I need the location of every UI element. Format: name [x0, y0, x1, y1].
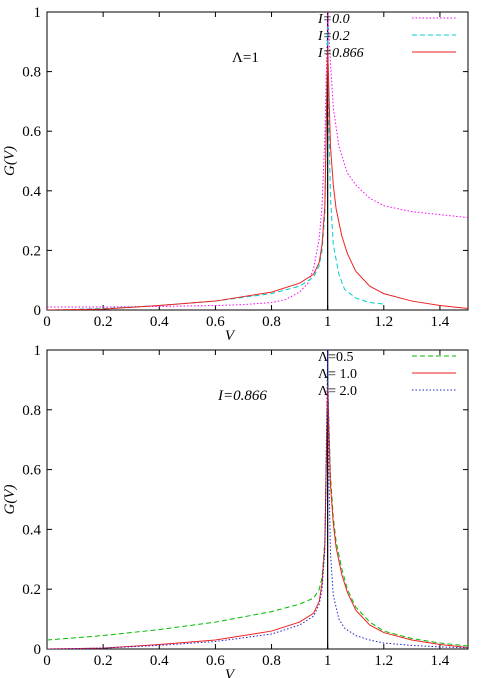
legend-label: I=0.2: [317, 29, 350, 44]
chart-panel-1: 0 0.2 0.4 0.6 0.8 1 1.2 1.4 0 0.2 0.4 0.6 0.8 1 V G(V) I…: [2, 5, 469, 344]
x-tick-label: 0.4: [150, 653, 169, 669]
x-tick-label: 1.2: [374, 653, 393, 669]
y-axis-label: G(V): [2, 485, 18, 515]
y-tick-label: 0.8: [22, 65, 41, 81]
legend-label: I=0.866: [317, 46, 364, 61]
x-tick-label: 0.8: [262, 314, 281, 330]
series-line-3: [47, 350, 468, 649]
y-tick-label: 0.6: [22, 463, 41, 479]
x-tick-label: 0.6: [206, 314, 225, 330]
y-tick-label: 0.4: [22, 522, 41, 538]
x-tick-label: 0: [43, 653, 51, 669]
series-group: [47, 350, 468, 649]
y-tick-label: 0.2: [22, 243, 41, 259]
y-tick-label: 0: [34, 642, 42, 658]
legend-label: I=0.0: [317, 12, 350, 27]
x-tick-label: 1.2: [374, 314, 393, 330]
x-tick-label: 0.4: [150, 314, 169, 330]
plot-frame: [46, 349, 469, 650]
chart-annotation: Λ=1: [232, 50, 259, 66]
y-tick-label: 0: [34, 303, 42, 319]
x-tick-label: 1.4: [431, 653, 450, 669]
chart-annotation: I=0.866: [217, 388, 267, 404]
chart-panel-2: 0 0.2 0.4 0.6 0.8 1 1.2 1.4 0 0.2 0.4 0.6 0.8 1 V G(V) Λ…: [2, 343, 469, 678]
plot-frame: [46, 11, 469, 311]
x-tick-label: 1.4: [431, 314, 450, 330]
y-tick-label: 0.6: [22, 124, 41, 140]
x-tick-label: 0.6: [206, 653, 225, 669]
x-tick-label: 0: [43, 314, 51, 330]
x-tick-label: 1: [324, 314, 332, 330]
legend-label: Λ= 2.0: [318, 384, 357, 399]
series-line-1: [47, 12, 468, 308]
y-tick-label: 0.4: [22, 184, 41, 200]
y-tick-label: 0.8: [22, 403, 41, 419]
x-tick-label: 0.2: [94, 314, 113, 330]
x-tick-label: 0.8: [262, 653, 281, 669]
x-axis-label: V: [225, 667, 236, 678]
series-line-2: [47, 385, 468, 649]
series-line-3: [47, 47, 468, 310]
y-tick-label: 1: [34, 5, 42, 21]
series-line-1: [47, 379, 468, 647]
series-group: [47, 12, 468, 310]
y-tick-label: 1: [34, 343, 42, 359]
legend-label: Λ=0.5: [318, 350, 354, 365]
legend-label: Λ= 1.0: [318, 367, 357, 382]
series-line-2: [47, 26, 384, 310]
y-tick-label: 0.2: [22, 582, 41, 598]
y-axis-label: G(V): [2, 146, 18, 176]
x-tick-label: 1: [324, 653, 332, 669]
x-axis-label: V: [225, 328, 236, 344]
x-tick-label: 0.2: [94, 653, 113, 669]
